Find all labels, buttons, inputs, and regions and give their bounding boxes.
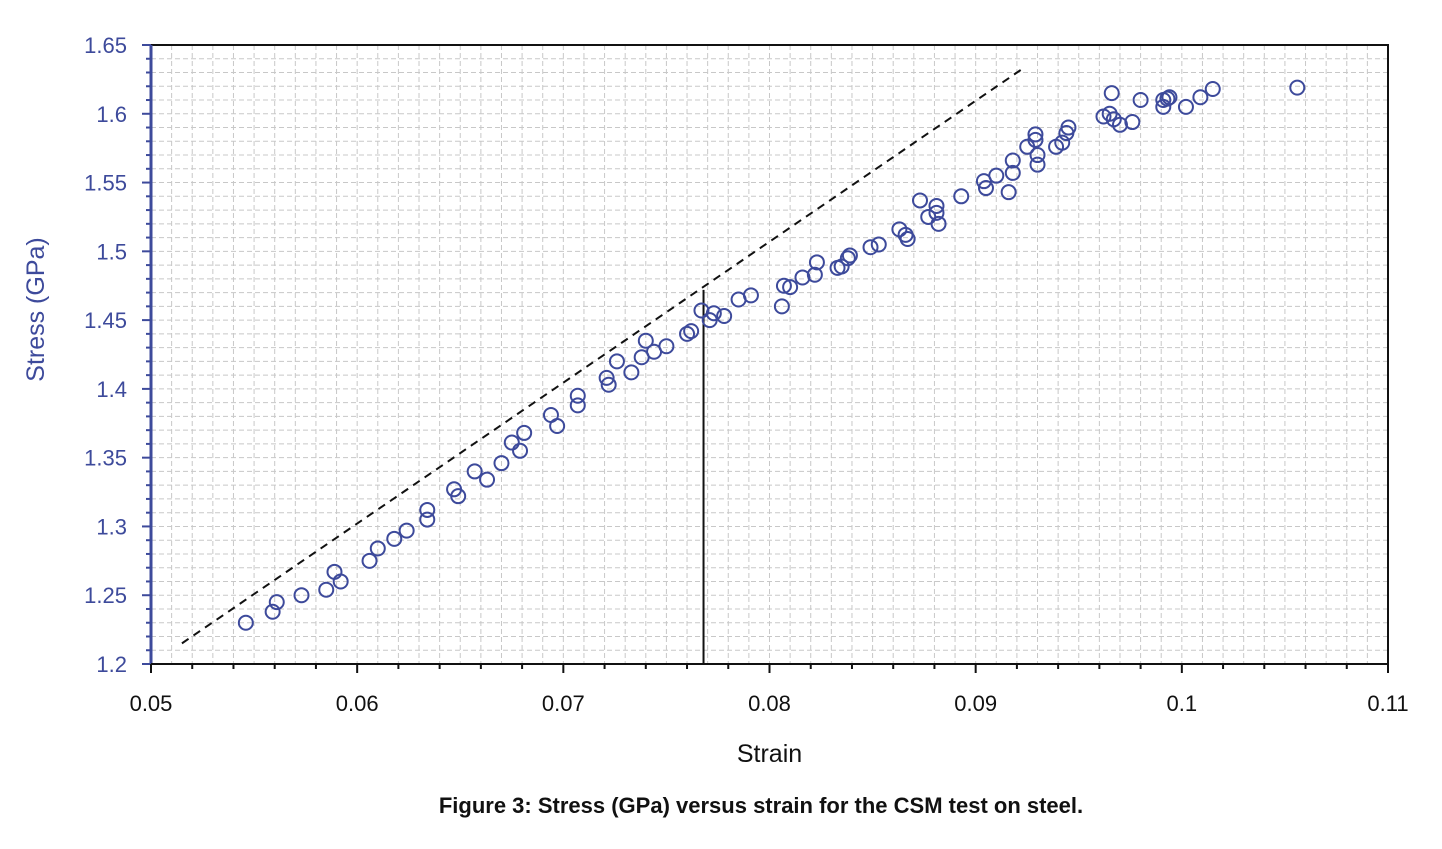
data-point (332, 573, 349, 590)
y-tick-label: 1.35 (84, 446, 127, 471)
data-point (1000, 184, 1017, 201)
data-point (806, 266, 823, 283)
data-point (773, 298, 790, 315)
data-point (928, 197, 945, 214)
y-tick-label: 1.55 (84, 171, 127, 196)
data-point (1027, 126, 1044, 143)
data-point (1060, 119, 1077, 136)
data-point (419, 501, 436, 518)
data-point (705, 305, 722, 322)
data-point (512, 442, 529, 459)
data-point (237, 614, 254, 631)
data-point (1004, 152, 1021, 169)
data-point (493, 455, 510, 472)
data-point (658, 338, 675, 355)
data-point (608, 353, 625, 370)
y-axis-title: Stress (GPa) (22, 237, 50, 381)
data-point (841, 247, 858, 264)
data-point (912, 192, 929, 209)
data-point (549, 418, 566, 435)
dashed-reference-line (181, 68, 1022, 645)
data-point (1029, 156, 1046, 173)
data-point (953, 188, 970, 205)
data-point (1192, 89, 1209, 106)
y-tick-label: 1.6 (96, 102, 127, 127)
data-point (716, 307, 733, 324)
x-tick-label: 0.08 (748, 691, 791, 716)
x-tick-label: 0.09 (954, 691, 997, 716)
x-tick-label: 0.05 (130, 691, 173, 716)
data-point (503, 434, 520, 451)
data-point (1177, 98, 1194, 115)
data-point (1029, 147, 1046, 164)
data-point (569, 397, 586, 414)
data-point (1204, 81, 1221, 98)
data-point (782, 279, 799, 296)
data-point (1027, 131, 1044, 148)
data-point (466, 463, 483, 480)
y-tick-label: 1.65 (84, 33, 127, 58)
data-point (775, 277, 792, 294)
data-point (419, 511, 436, 528)
data-point (623, 364, 640, 381)
y-tick-label: 1.3 (96, 514, 127, 539)
data-point (1289, 79, 1306, 96)
gridlines (151, 45, 1388, 664)
data-point (683, 323, 700, 340)
y-tick-label: 1.2 (96, 652, 127, 677)
data-point (930, 215, 947, 232)
data-point (1124, 114, 1141, 131)
x-axis-title: Strain (737, 740, 802, 768)
data-point (318, 581, 335, 598)
figure-caption: Figure 3: Stress (GPa) versus strain for… (438, 793, 1084, 818)
data-point (516, 424, 533, 441)
x-tick-label: 0.1 (1167, 691, 1198, 716)
stress-strain-chart: 1.2 1.25 1.3 1.35 1.4 1.45 1.5 1.55 1.6 1.65 0.05… (22, 33, 1409, 768)
x-tick-label: 0.07 (542, 691, 585, 716)
data-point (977, 180, 994, 197)
data-point (1132, 92, 1149, 109)
data-point (1054, 134, 1071, 151)
data-point (742, 287, 759, 304)
data-point (369, 540, 386, 557)
data-point (1161, 89, 1178, 106)
data-point (293, 587, 310, 604)
x-tick-label: 0.11 (1367, 691, 1408, 716)
reference-lines (181, 68, 1022, 664)
data-point (808, 254, 825, 271)
data-point (1004, 164, 1021, 181)
data-point (569, 387, 586, 404)
data-point (600, 376, 617, 393)
data-point (988, 167, 1005, 184)
y-axis: 1.2 1.25 1.3 1.35 1.4 1.45 1.5 1.55 1.6 1.65 (84, 33, 153, 677)
data-point (1103, 85, 1120, 102)
y-tick-label: 1.4 (96, 377, 127, 402)
y-tick-label: 1.45 (84, 308, 127, 333)
x-axis: 0.05 0.06 0.07 0.08 0.09 0.1 0.11 (130, 663, 1409, 716)
data-point (598, 369, 615, 386)
data-point (899, 230, 916, 247)
data-point (268, 594, 285, 611)
data-point (862, 239, 879, 256)
data-point (839, 250, 856, 267)
data-point (398, 522, 415, 539)
data-point (637, 332, 654, 349)
x-tick-label: 0.06 (336, 691, 379, 716)
y-tick-label: 1.25 (84, 583, 127, 608)
data-points (237, 79, 1306, 631)
y-tick-label: 1.5 (96, 239, 127, 264)
data-point (361, 552, 378, 569)
data-point (870, 236, 887, 253)
data-point (679, 325, 696, 342)
data-point (479, 471, 496, 488)
data-point (264, 603, 281, 620)
data-point (1159, 90, 1176, 107)
data-point (386, 530, 403, 547)
data-point (450, 488, 467, 505)
data-point (928, 204, 945, 221)
